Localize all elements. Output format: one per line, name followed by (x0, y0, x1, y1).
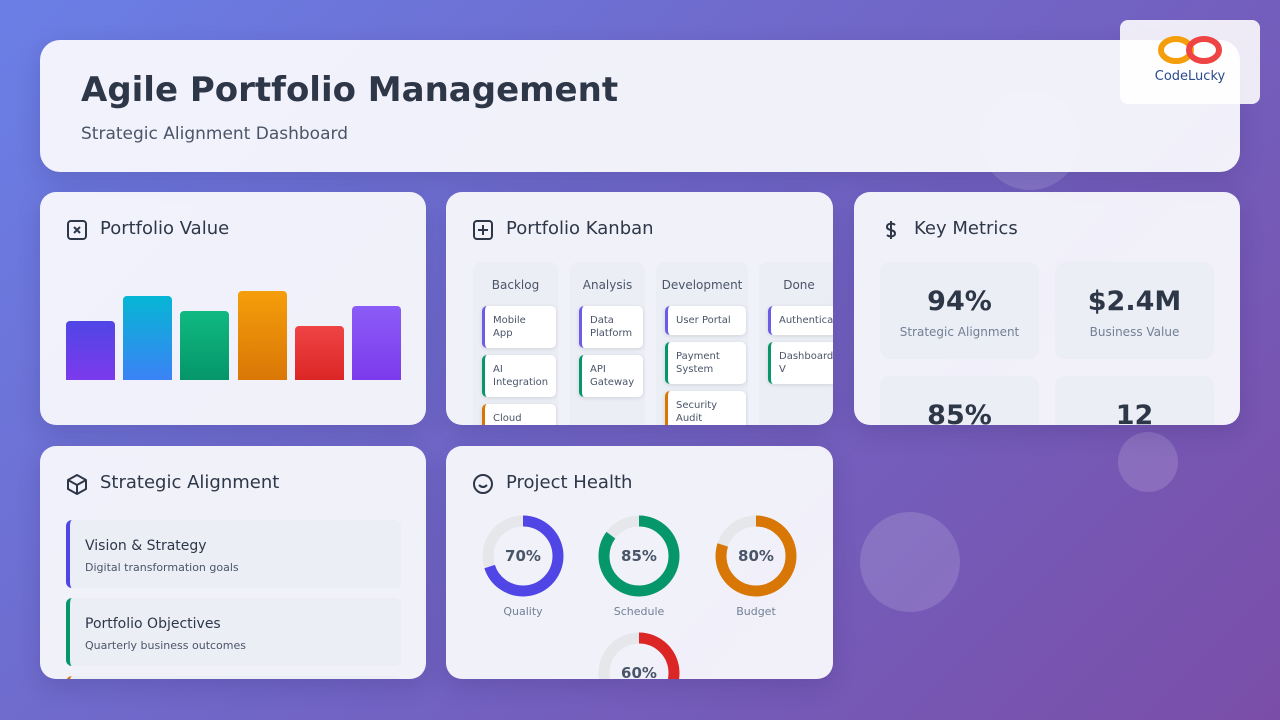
alignment-description: Digital transformation goals (85, 561, 239, 574)
decor-circle (1118, 432, 1178, 492)
logo[interactable]: CodeLucky (1120, 20, 1260, 104)
kanban-card: API Gateway (579, 355, 643, 397)
donut-label: 70% (505, 547, 541, 565)
card-icon (885, 221, 897, 239)
header-card: Agile Portfolio Management Strategic Ali… (40, 40, 1240, 172)
bar (123, 296, 173, 380)
donut-caption: Quality (503, 605, 543, 618)
bar (66, 321, 115, 380)
alignment-item: Vision & Strategy Digital transformation … (66, 520, 401, 588)
kanban-column: Done Authentication Dashboard V (759, 262, 833, 425)
health-chart: 70% Quality 85% Schedule 80% Budget 60% (482, 515, 797, 679)
card-icon (473, 474, 493, 494)
bar (294, 326, 344, 380)
alignment-item: Portfolio Objectives Quarterly business o… (66, 598, 401, 666)
kanban-card: Authentication (768, 306, 833, 335)
kanban-column-title: Analysis (582, 278, 633, 292)
donut-label: 60% (621, 664, 657, 679)
metric-value: 85% (927, 400, 992, 425)
kanban-column-title: Backlog (491, 278, 540, 292)
card-title: Key Metrics (914, 218, 1018, 239)
card-title: Project Health (506, 472, 633, 493)
alignment-description: Quarterly business outcomes (85, 639, 247, 652)
alignment-item (66, 676, 401, 679)
kanban-column: Analysis Data Platform API Gateway (570, 262, 645, 425)
donut-label: 80% (738, 547, 774, 565)
donut-caption: Budget (736, 605, 776, 618)
portfolio-value-card: Portfolio Value (40, 192, 426, 425)
donut-caption: Schedule (614, 605, 665, 618)
card-icon (473, 220, 493, 240)
donut-arc (598, 632, 680, 679)
metrics-card: Key Metrics 94% Strategic Alignment $2.4M B… (854, 192, 1240, 425)
metric-label: Strategic Alignment (899, 325, 1020, 339)
card-icon (67, 474, 87, 495)
kanban-card: Dashboard V (768, 342, 833, 384)
donut-label: 85% (621, 547, 657, 565)
metric-tile: $2.4M Business Value (1055, 262, 1214, 359)
kanban-card: Portfolio Kanban Backlog Mobile App AI Int… (446, 192, 833, 425)
bar (237, 291, 287, 380)
kanban-column: Backlog Mobile App AI Integration Cloud (473, 262, 558, 425)
decor-circle (860, 512, 960, 612)
kanban-card: Cloud (482, 404, 556, 425)
kanban-card: Data Platform (579, 306, 643, 348)
bar (352, 306, 401, 380)
header-title: Agile Portfolio Management (81, 70, 619, 110)
logo-text: CodeLucky (1154, 69, 1226, 84)
metric-tile: 85% (880, 376, 1039, 425)
donut-arc (715, 515, 797, 597)
alignment-title: Vision & Strategy (85, 538, 207, 554)
card-icon (67, 220, 87, 240)
kanban-card: Mobile App (482, 306, 556, 348)
card-title: Strategic Alignment (100, 472, 280, 493)
kanban-column-title: Development (661, 278, 743, 292)
metric-label: Business Value (1089, 325, 1180, 339)
header-subtitle: Strategic Alignment Dashboard (81, 124, 348, 144)
alignment-card: Strategic Alignment Vision & Strategy Dig… (40, 446, 426, 679)
metric-value: $2.4M (1087, 286, 1182, 317)
card-title: Portfolio Kanban (506, 218, 654, 239)
donut-arc (482, 515, 564, 597)
metric-tile: 94% Strategic Alignment (880, 262, 1039, 359)
kanban-column-title: Done (783, 278, 815, 292)
card-title: Portfolio Value (100, 218, 230, 239)
bar (180, 311, 230, 380)
metric-tile: 12 (1055, 376, 1214, 425)
kanban-card: Security Audit (665, 391, 746, 425)
logo-icon (1158, 36, 1222, 64)
kanban-card: AI Integration (482, 355, 556, 397)
health-card: Project Health 70% Quality 85% Schedule 80% B… (446, 446, 833, 679)
kanban-card: User Portal (665, 306, 746, 335)
metric-value: 12 (1115, 400, 1154, 425)
metric-value: 94% (927, 286, 992, 317)
alignment-title: Portfolio Objectives (85, 616, 221, 632)
kanban-card: Payment System (665, 342, 746, 384)
donut-arc (598, 515, 680, 597)
kanban-column: Development User Portal Payment System Secu… (656, 262, 748, 425)
